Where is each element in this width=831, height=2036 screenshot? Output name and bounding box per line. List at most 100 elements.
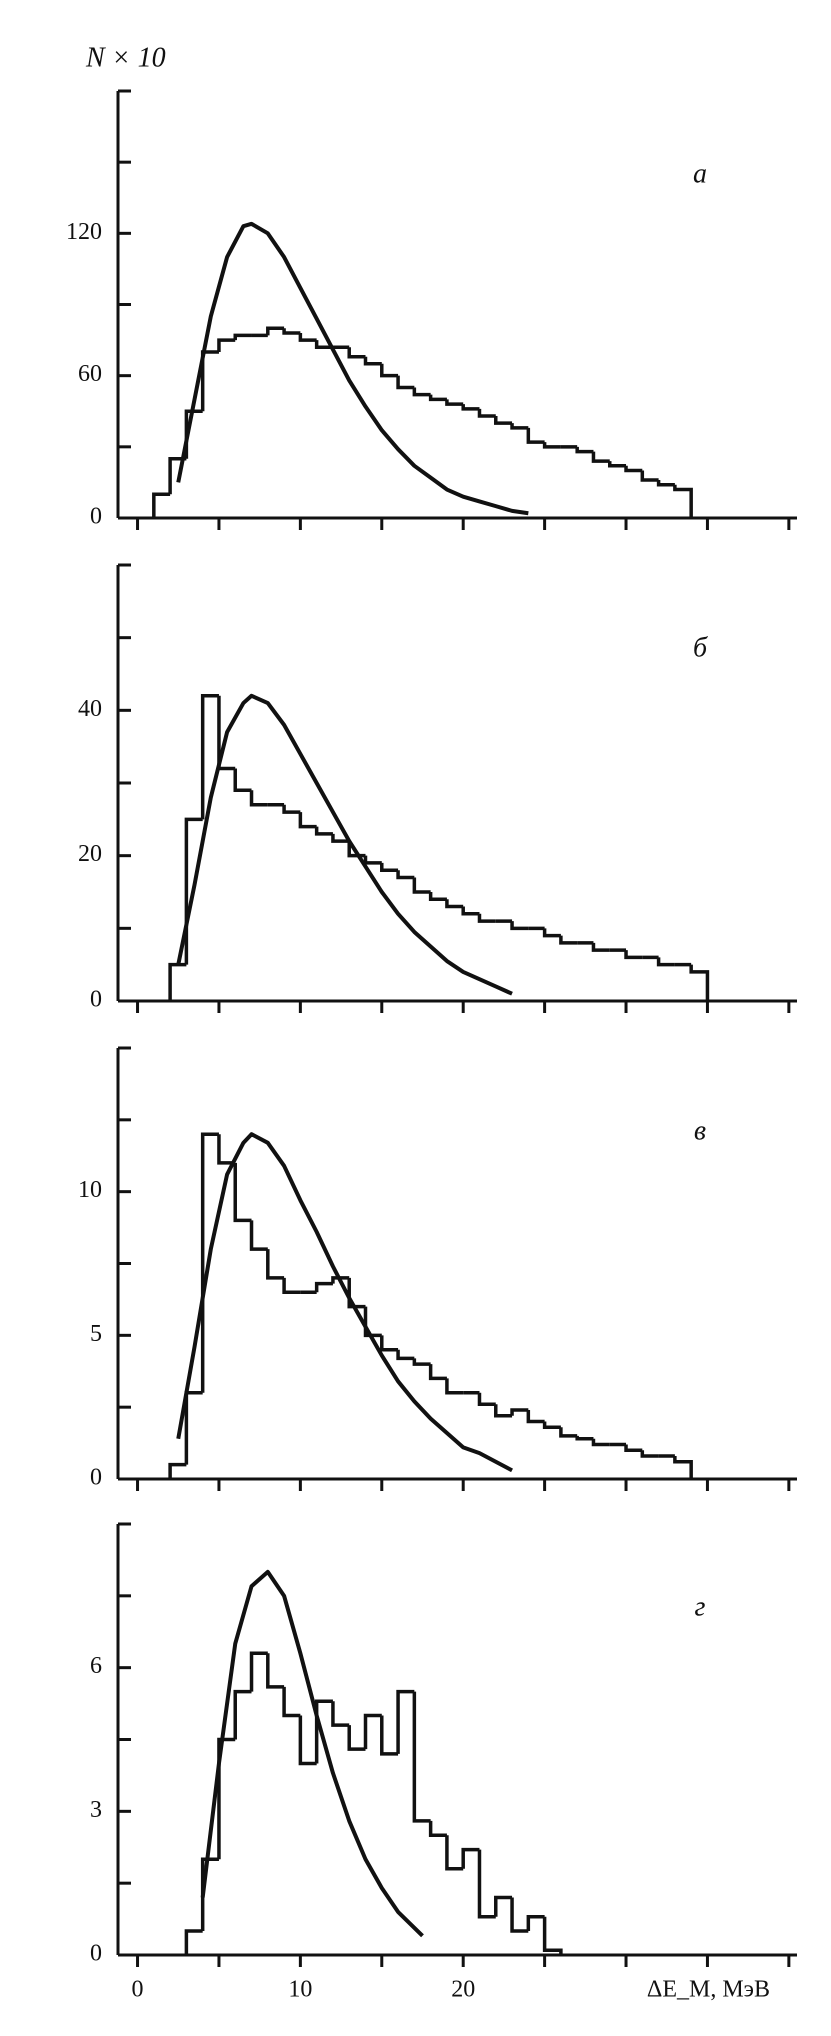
histogram-bin [461,404,480,411]
histogram-bin [363,1713,382,1750]
histogram-bin [217,1737,236,1860]
histogram-bin [347,1277,366,1309]
histogram-bin [200,694,219,820]
histogram-bin [233,1689,252,1740]
histogram-bin [152,492,171,518]
histogram-bin [428,1364,447,1381]
histogram-bin [380,363,399,378]
fit-curve [200,1569,424,1938]
histogram-bin [526,427,545,444]
histogram-bin [673,1456,693,1479]
y-axis-label: N × 10 [85,42,166,73]
histogram-bin [184,1929,203,1955]
histogram-bin [233,1162,252,1223]
histogram-bin [217,1134,236,1165]
histogram-bin [363,1306,382,1338]
histogram-bin [168,962,187,1001]
y-tick-label: 0 [90,1465,102,1491]
histogram-bin [428,892,447,902]
histogram-bin [331,833,350,843]
histogram-bin [233,768,252,793]
histogram-bin [445,399,464,406]
histogram-bin [428,394,447,402]
y-tick-label: 6 [90,1653,102,1679]
histogram-bin [510,423,529,430]
histogram-bin [640,1450,659,1458]
histogram-bin [526,1410,545,1424]
histogram-bin [510,921,529,931]
histogram-bin [656,957,675,967]
histogram-bin [282,804,301,814]
histogram-bin [656,480,675,487]
histogram-bin [461,1847,480,1869]
fit-curve [176,1132,513,1473]
histogram-bin [412,1358,431,1366]
histogram-bin [233,333,252,341]
histogram-bin [298,332,317,342]
histogram-bin [217,338,236,352]
panel-label: в [694,1115,706,1146]
histogram-bin [477,913,496,923]
histogram-bin [412,1691,431,1823]
histogram-bin [363,356,382,366]
histogram-bin [591,942,610,952]
histogram-bin [575,446,594,454]
fit-curve [176,221,529,516]
histogram-bin [266,1249,285,1280]
x-tick-label: 10 [288,1977,312,2003]
histogram-bin [184,1391,203,1465]
histogram-bin [542,1916,563,1955]
histogram-bin [477,408,496,418]
y-tick-label: 0 [90,504,102,530]
histogram-bin [347,1725,366,1751]
histogram-bin [200,350,219,412]
panel-label: а [693,158,707,189]
histogram-bin [412,877,431,894]
histogram-bin [494,1895,513,1917]
y-tick-label: 20 [78,841,102,867]
histogram-bin [526,1914,545,1932]
histogram-bin [282,328,301,335]
histogram-bin [445,1378,464,1395]
histogram-bin [494,1404,513,1418]
histogram-bin [624,465,643,473]
y-tick-label: 120 [66,219,102,245]
histogram-bin [461,906,480,916]
histogram-bin [249,790,268,807]
histogram-bin [477,1849,496,1919]
y-tick-label: 3 [90,1797,102,1823]
histogram-bin [314,340,333,349]
histogram-bin [266,326,285,336]
x-tick-label: 20 [451,1977,475,2003]
y-tick-label: 0 [90,1941,102,1967]
histogram-bin [347,347,366,359]
histogram-bin [624,1444,643,1453]
histogram-bin [331,1276,350,1284]
histogram-bin [380,1715,399,1756]
histogram-bin [314,826,333,836]
histogram-bin [314,1281,333,1293]
histogram-bin [559,935,578,945]
histogram-bin [249,1651,268,1692]
histogram-bin [640,470,659,482]
x-tick-label: 0 [132,1977,144,2003]
panel-label: г [695,1591,706,1622]
y-tick-label: 10 [78,1177,102,1203]
histogram-bin [575,1435,594,1441]
histogram-bin [282,1277,301,1294]
histogram-bin [282,1686,301,1718]
histogram-bin [412,387,431,397]
histogram-bin [314,1699,333,1764]
histogram-bin [396,375,415,390]
histogram-bin [396,870,415,880]
histogram-bin [363,855,382,865]
histogram-bin [331,1701,350,1727]
histogram-bin [249,1220,268,1251]
histogram-bin [542,928,561,938]
histogram-bin [624,950,643,960]
histogram-bin [607,461,627,468]
fit-curve [176,693,513,996]
histogram-bin [266,1653,285,1689]
histogram-bin [396,1689,415,1754]
